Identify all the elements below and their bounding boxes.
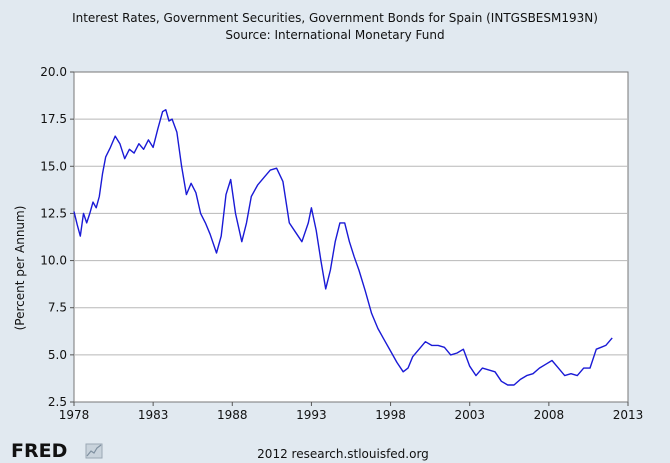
plot-area [73, 71, 629, 403]
chart-title: Interest Rates, Government Securities, G… [72, 11, 598, 25]
fred-logo-chart-icon [85, 443, 103, 459]
y-axis-label: (Percent per Annum) [13, 206, 27, 331]
x-tick-label: 1998 [375, 408, 406, 422]
y-tick-label: 12.5 [40, 206, 67, 220]
footer-credit: 2012 research.stlouisfed.org [257, 447, 429, 461]
series-line [73, 108, 613, 386]
axis-ticks: 2.5 5.0 7.5 10.0 12.5 15.0 17.5 20.0 1978 1983 198… [40, 65, 643, 422]
fred-logo-text: FRED [11, 440, 67, 462]
x-tick-label: 1983 [138, 408, 169, 422]
x-tick-label: 2013 [613, 408, 644, 422]
grid-lines [74, 118, 628, 356]
y-tick-label: 10.0 [40, 254, 67, 268]
fred-logo: FRED [11, 440, 103, 462]
y-tick-label: 20.0 [40, 65, 67, 79]
chart-subtitle: Source: International Monetary Fund [225, 28, 444, 42]
y-tick-label: 2.5 [48, 395, 67, 409]
y-tick-label: 17.5 [40, 112, 67, 126]
x-tick-label: 1988 [217, 408, 248, 422]
y-tick-label: 5.0 [48, 348, 67, 362]
y-tick-label: 15.0 [40, 159, 67, 173]
x-tick-label: 2003 [454, 408, 485, 422]
x-tick-label: 1978 [59, 408, 90, 422]
y-tick-label: 7.5 [48, 301, 67, 315]
x-tick-label: 1993 [296, 408, 327, 422]
x-tick-label: 2008 [534, 408, 565, 422]
